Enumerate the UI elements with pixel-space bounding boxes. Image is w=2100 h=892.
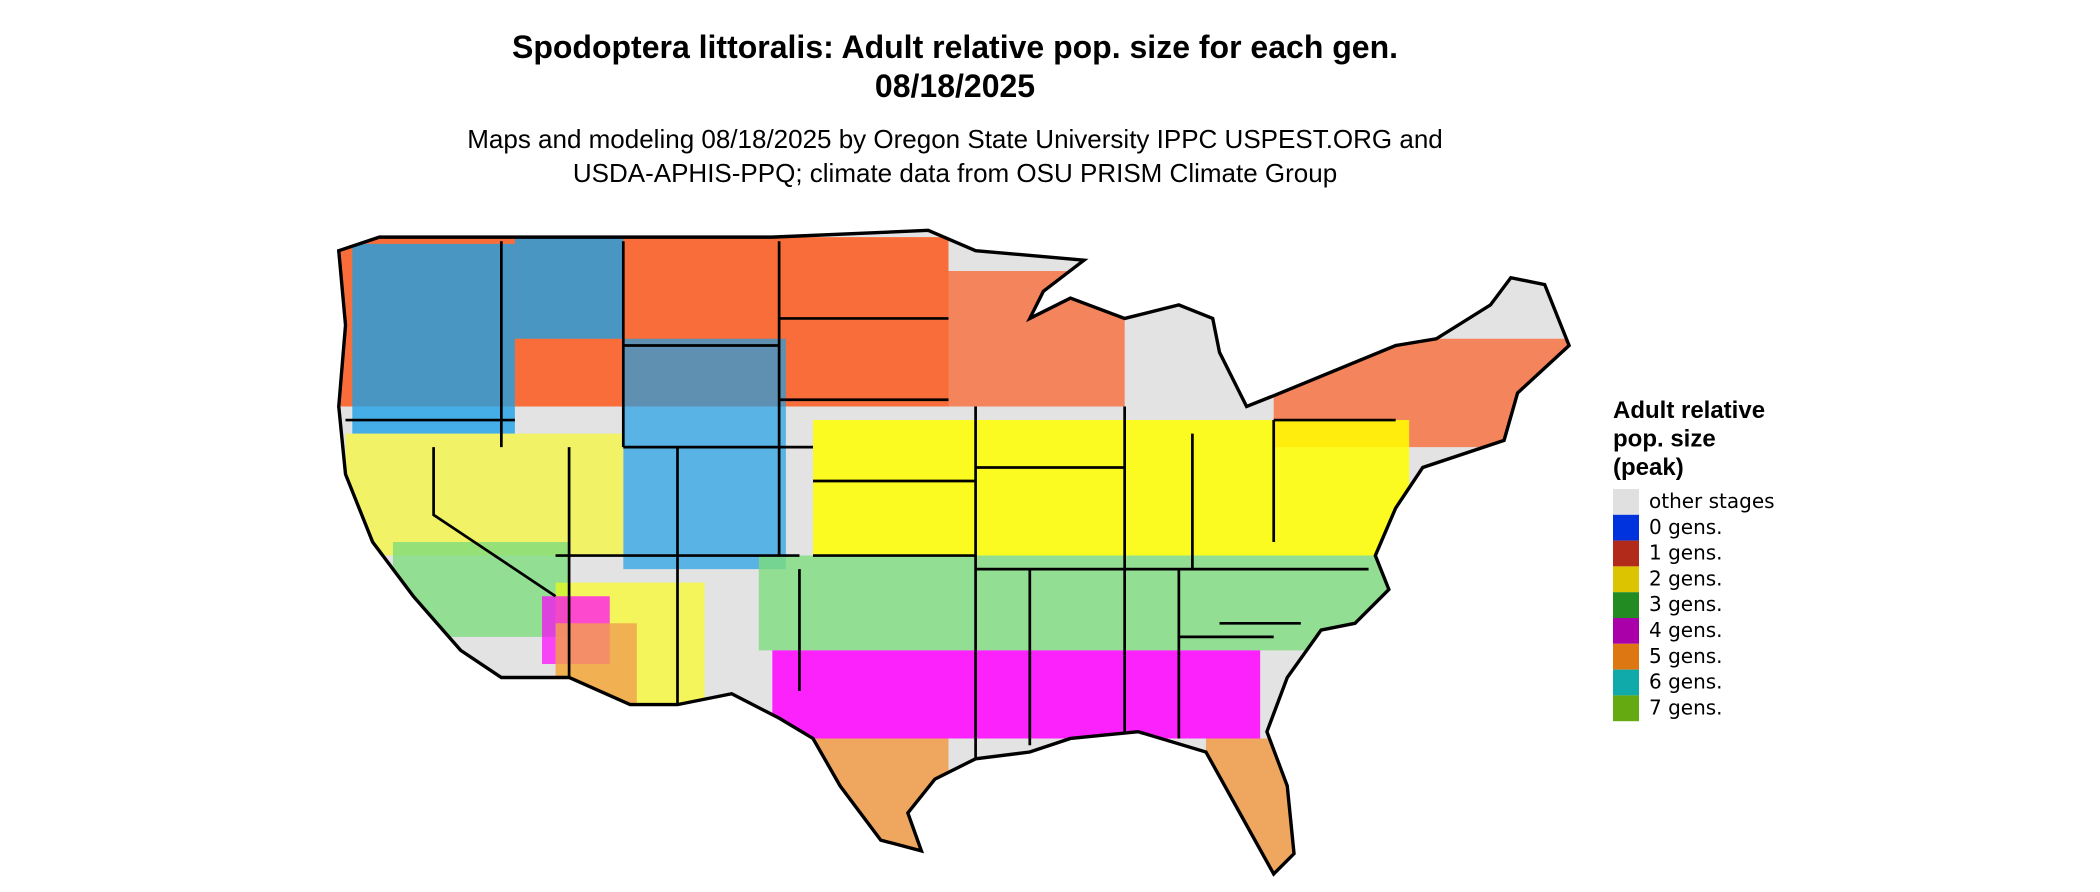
legend-label: 7 gens. xyxy=(1649,695,1723,719)
legend-swatch xyxy=(1613,566,1639,593)
legend-label: other stages xyxy=(1649,489,1775,513)
legend-swatch xyxy=(1613,514,1639,541)
legend-title: pop. size xyxy=(1613,426,1716,453)
subtitle: Maps and modeling 08/18/2025 by Oregon S… xyxy=(467,124,1443,154)
legend-label: 1 gens. xyxy=(1649,541,1723,565)
title: Spodoptera littoralis: Adult relative po… xyxy=(512,29,1398,65)
legend-swatch xyxy=(1613,669,1639,696)
legend-label: 5 gens. xyxy=(1649,644,1723,668)
legend-label: 6 gens. xyxy=(1649,670,1723,694)
legend-label: 0 gens. xyxy=(1649,515,1723,539)
legend-swatch xyxy=(1613,540,1639,567)
legend-swatch xyxy=(1613,618,1639,644)
title-date: 08/18/2025 xyxy=(875,68,1035,104)
legend-swatch xyxy=(1613,489,1639,515)
subtitle: USDA-APHIS-PPQ; climate data from OSU PR… xyxy=(573,158,1337,188)
legend-title: Adult relative xyxy=(1613,397,1765,424)
map xyxy=(336,228,1572,877)
legend-label: 2 gens. xyxy=(1649,566,1723,590)
legend-swatch xyxy=(1613,695,1639,722)
legend-title: (peak) xyxy=(1613,454,1684,481)
legend-label: 3 gens. xyxy=(1649,592,1723,616)
legend-label: 4 gens. xyxy=(1649,618,1723,642)
legend-swatch xyxy=(1613,592,1639,618)
legend-swatch xyxy=(1613,643,1639,670)
